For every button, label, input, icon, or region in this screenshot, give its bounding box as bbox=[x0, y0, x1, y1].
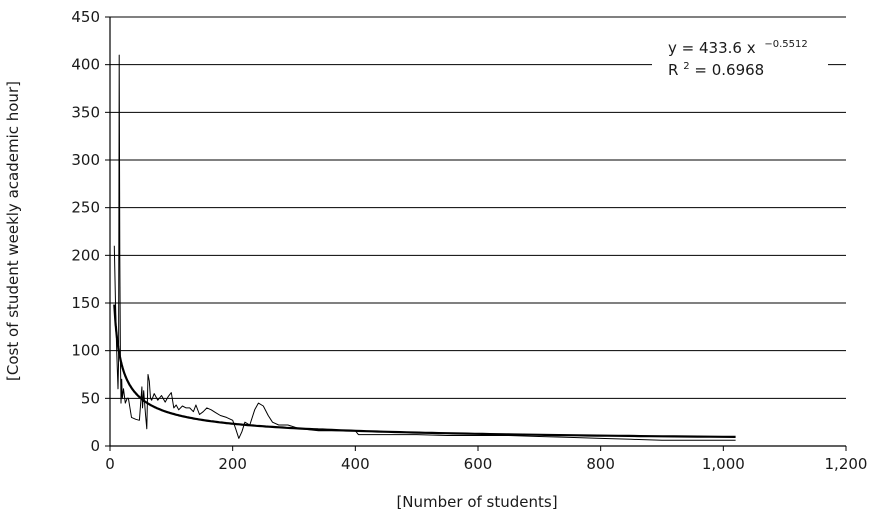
y-axis-title: [Cost of student weekly academic hour] bbox=[4, 81, 22, 381]
y-tick-label: 200 bbox=[71, 246, 100, 264]
x-tick-label: 800 bbox=[586, 455, 615, 473]
equation-base: y = 433.6 x bbox=[668, 39, 756, 57]
x-axis-title: [Number of students] bbox=[396, 493, 557, 511]
trend-line bbox=[113, 304, 736, 438]
x-tick-label: 400 bbox=[341, 455, 370, 473]
y-tick-label: 250 bbox=[71, 199, 100, 217]
y-tick-label: 450 bbox=[71, 8, 100, 26]
data-line-0 bbox=[113, 54, 736, 441]
data-series bbox=[113, 54, 736, 441]
equation-box bbox=[652, 34, 828, 86]
y-tick-label: 350 bbox=[71, 103, 100, 121]
trendline-r2: R 2 = 0.6968 bbox=[668, 55, 764, 79]
y-tick-label: 50 bbox=[81, 389, 100, 407]
axes bbox=[105, 16, 847, 451]
y-tick-label: 100 bbox=[71, 342, 100, 360]
r2-value: = 0.6968 bbox=[694, 61, 764, 79]
grid-lines bbox=[110, 16, 846, 399]
power-trendline bbox=[113, 304, 736, 438]
r2-prefix: R bbox=[668, 61, 678, 79]
y-tick-labels: 0 50 100 150 200 250 300 350 400 450 bbox=[71, 8, 100, 455]
y-tick-label: 0 bbox=[90, 437, 100, 455]
x-tick-label: 200 bbox=[218, 455, 247, 473]
x-tick-label: 1,000 bbox=[702, 455, 745, 473]
y-tick-label: 300 bbox=[71, 151, 100, 169]
equation-exponent: −0.5512 bbox=[764, 39, 807, 50]
trendline-equation: y = 433.6 x −0.5512 bbox=[668, 39, 808, 57]
x-tick-label: 600 bbox=[464, 455, 493, 473]
y-tick-label: 150 bbox=[71, 294, 100, 312]
x-tick-labels: 0 200 400 600 800 1,000 1,200 bbox=[105, 455, 867, 473]
x-tick-label: 1,200 bbox=[825, 455, 868, 473]
r2-superscript: 2 bbox=[683, 61, 689, 72]
y-tick-label: 400 bbox=[71, 56, 100, 74]
x-tick-label: 0 bbox=[105, 455, 115, 473]
